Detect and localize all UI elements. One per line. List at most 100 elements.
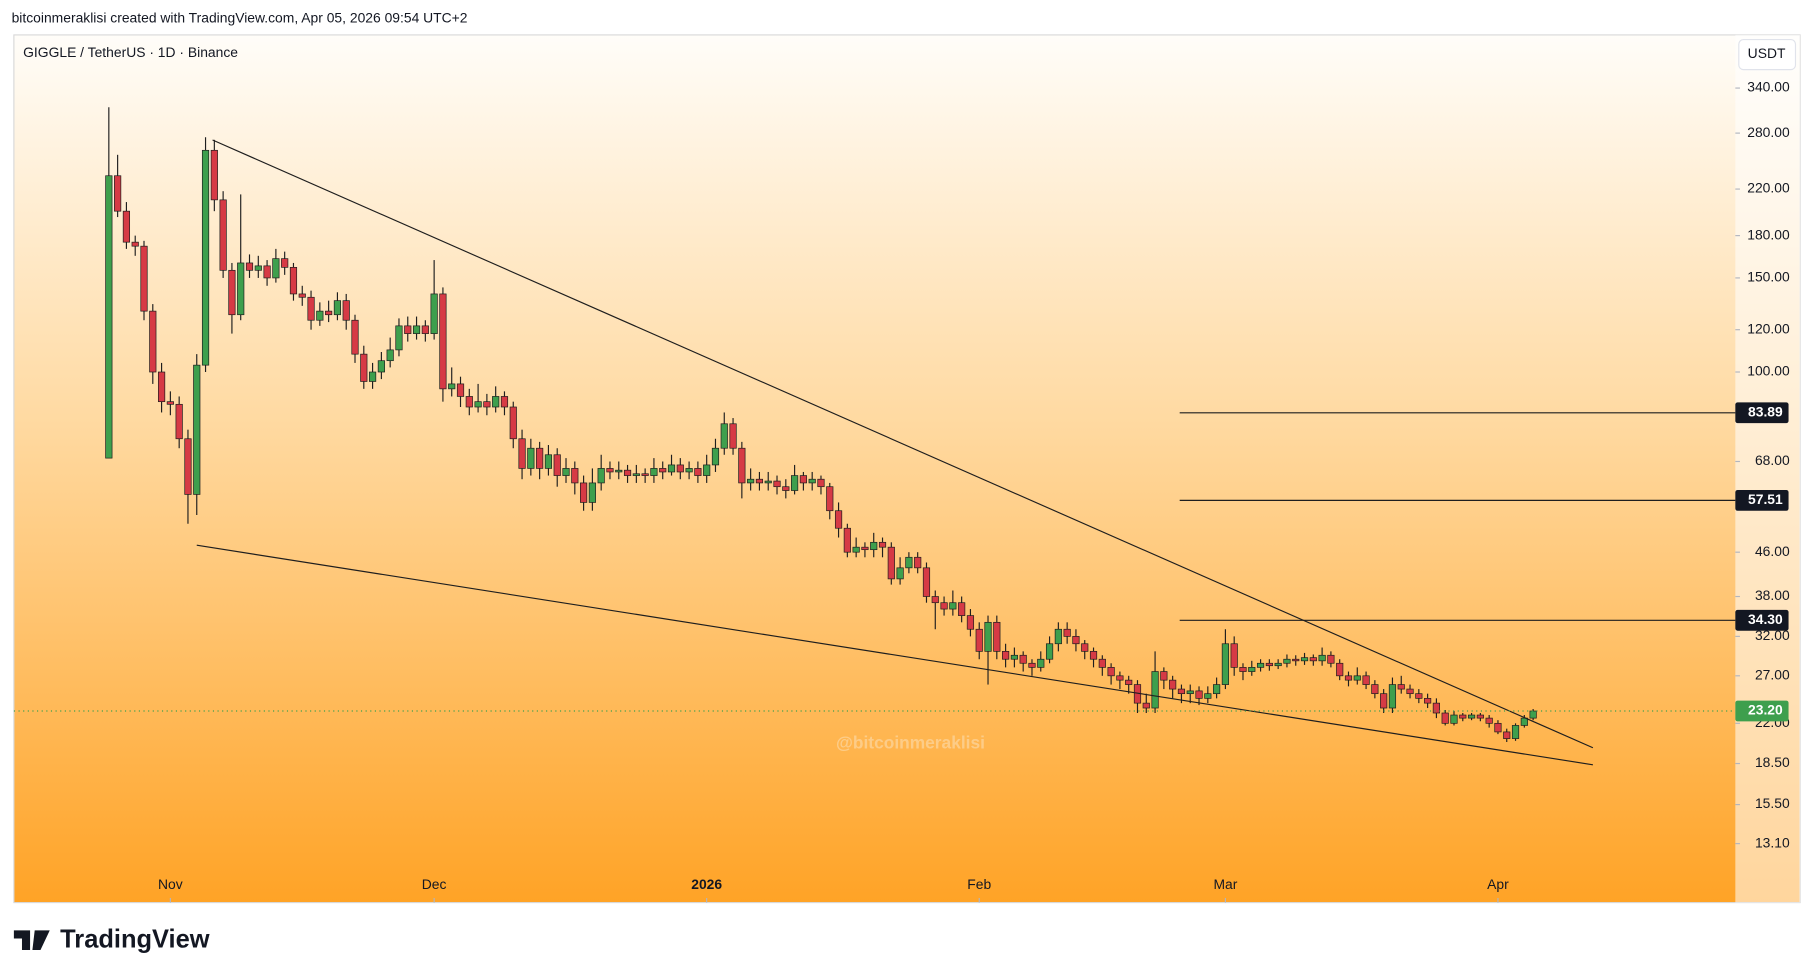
- candle-body: [1511, 725, 1520, 739]
- candle-body: [861, 546, 869, 551]
- candle-body: [166, 401, 174, 405]
- candle-body: [949, 602, 957, 610]
- candle-body: [1336, 662, 1344, 677]
- candle-body: [1028, 662, 1036, 668]
- candle-body: [1397, 684, 1405, 690]
- candle-body: [597, 468, 605, 484]
- plot: [13, 107, 1736, 766]
- candle-body: [1459, 714, 1467, 719]
- candle-body: [887, 546, 895, 580]
- y-tick-label: 150.00: [1747, 269, 1790, 285]
- candle-body: [694, 468, 702, 476]
- candle-body: [1380, 693, 1388, 709]
- x-tick-label: Feb: [967, 876, 991, 892]
- candle-body: [1081, 643, 1089, 652]
- candle-body: [817, 478, 825, 488]
- x-tick-label: Dec: [422, 876, 447, 892]
- candle-body: [474, 401, 482, 408]
- candle-body: [993, 621, 1001, 652]
- candle-body: [430, 293, 438, 334]
- candle-body: [1388, 684, 1397, 709]
- currency-box[interactable]: [1738, 38, 1797, 71]
- candle-body: [1125, 679, 1133, 685]
- candle-body: [562, 468, 570, 476]
- candle-body: [527, 447, 535, 469]
- candle-body: [826, 486, 834, 512]
- y-tick-label: 220.00: [1747, 180, 1790, 196]
- y-tick-label: 13.10: [1755, 834, 1790, 850]
- candle-body: [1503, 731, 1511, 739]
- candle-body: [245, 262, 254, 271]
- level-label: 83.89: [1748, 403, 1783, 419]
- y-tick-label: 340.00: [1747, 79, 1790, 95]
- candle-body: [1019, 654, 1027, 664]
- y-tick-label: 120.00: [1747, 320, 1790, 336]
- candle-body: [500, 396, 509, 408]
- candle-body: [377, 360, 385, 373]
- candle-body: [509, 406, 517, 440]
- y-tick-label: 18.50: [1755, 754, 1790, 770]
- candle-body: [193, 364, 201, 495]
- candle-body: [483, 401, 491, 408]
- candle-body: [518, 438, 526, 469]
- candle-body: [1239, 667, 1247, 672]
- candle-body: [210, 149, 218, 201]
- candle-body: [1265, 662, 1273, 667]
- candle-body: [1494, 722, 1502, 733]
- y-tick-label: 280.00: [1747, 124, 1790, 140]
- candle-body: [219, 199, 227, 271]
- x-tick-label: 2026: [691, 876, 722, 892]
- candle-body: [878, 541, 887, 548]
- candle-body: [1424, 698, 1432, 704]
- candle-body: [1054, 628, 1062, 645]
- y-tick-label: 46.00: [1755, 543, 1790, 559]
- candle-body: [131, 241, 139, 247]
- candle-body: [791, 475, 799, 491]
- candle-body: [580, 482, 588, 503]
- candle-body: [149, 310, 157, 373]
- chart-title: GIGGLE / TetherUS · 1D · Binance: [23, 44, 238, 60]
- candle-body: [351, 319, 359, 355]
- candle-body: [615, 469, 623, 473]
- candle-body: [325, 310, 333, 316]
- candle-body: [342, 300, 350, 321]
- candle-body: [1151, 671, 1159, 709]
- candle-body: [536, 447, 544, 469]
- candle-body: [307, 296, 315, 321]
- candle-body: [1344, 675, 1353, 681]
- level-label-box: [1735, 489, 1789, 511]
- candle-body: [1292, 658, 1300, 662]
- watermark: @bitcoinmeraklisi: [836, 733, 985, 753]
- candle-body: [412, 325, 421, 334]
- candle-body: [228, 269, 236, 316]
- candle-body: [931, 596, 939, 604]
- candle-body: [122, 210, 131, 243]
- candle-body: [1318, 654, 1326, 662]
- candle-body: [157, 371, 166, 403]
- candle-body: [1195, 690, 1203, 699]
- candle-body: [184, 438, 192, 495]
- candle-body: [1221, 643, 1229, 685]
- candle-body: [1415, 693, 1423, 699]
- y-tick-label: 68.00: [1755, 452, 1790, 468]
- candle-body: [632, 473, 640, 476]
- candle-body: [1186, 690, 1194, 695]
- candle-body: [316, 310, 324, 321]
- y-tick-label: 100.00: [1747, 363, 1790, 379]
- candle-body: [606, 468, 614, 473]
- candle-body: [1274, 662, 1282, 667]
- candle-body: [676, 464, 684, 473]
- y-tick-label: 15.50: [1755, 795, 1790, 811]
- candle-body: [369, 371, 377, 382]
- candle-body: [720, 423, 728, 449]
- candle-body: [544, 454, 553, 469]
- price-axis: [1735, 34, 1801, 903]
- candle-body: [922, 567, 931, 597]
- candle-body: [1248, 667, 1256, 672]
- candle-body: [175, 403, 183, 440]
- candle-body: [984, 621, 992, 652]
- last-price-label: 23.20: [1748, 702, 1783, 718]
- candle-body: [386, 349, 394, 362]
- candle-body: [852, 546, 860, 553]
- candle-body: [448, 383, 456, 390]
